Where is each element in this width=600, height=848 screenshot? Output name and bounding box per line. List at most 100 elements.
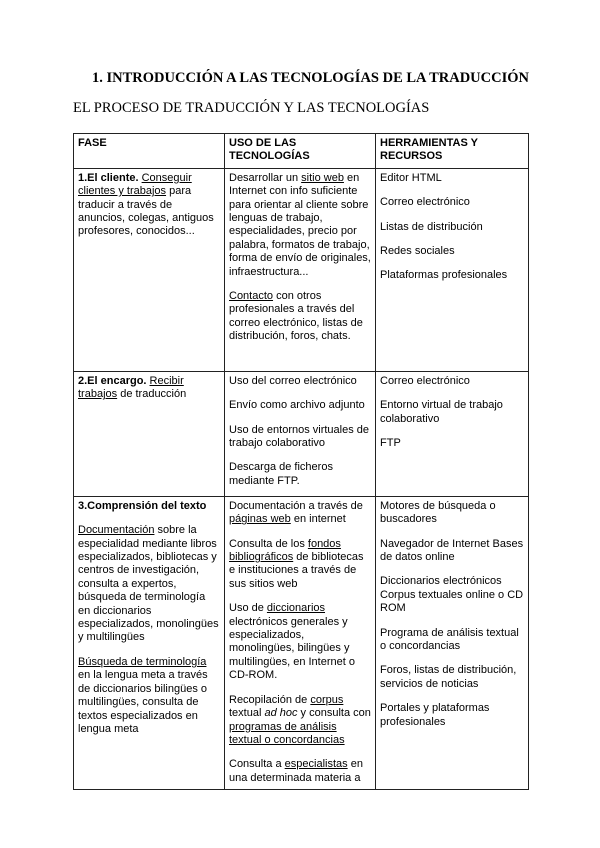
cell-paragraph: FTP xyxy=(380,437,524,450)
fase-cell: 1.El cliente. Conseguir clientes y traba… xyxy=(73,167,225,372)
cell-paragraph: 1.El cliente. Conseguir clientes y traba… xyxy=(78,172,220,239)
cell-paragraph: Correo electrónico xyxy=(380,196,524,209)
text-segment: Uso del correo electrónico xyxy=(229,374,357,387)
text-segment: en internet xyxy=(290,513,346,526)
cell-paragraph: Documentación sobre la especialidad medi… xyxy=(78,524,220,645)
text-segment: Uso de xyxy=(229,602,267,615)
cell-paragraph: Búsqueda de terminología en la lengua me… xyxy=(78,656,220,736)
text-segment: FTP xyxy=(380,437,401,450)
text-segment: electrónicos generales y especializados,… xyxy=(229,615,355,682)
cell-paragraph: Desarrollar un sitio web en Internet con… xyxy=(229,172,371,279)
uso-cell: Desarrollar un sitio web en Internet con… xyxy=(224,167,376,372)
underlined-term: Contacto xyxy=(229,290,274,303)
phase-label: 1.El cliente. xyxy=(78,171,142,184)
cell-paragraph: Editor HTML xyxy=(380,172,524,185)
text-segment: Foros, listas de distribución, servicios… xyxy=(380,664,517,690)
underlined-term: Búsqueda de terminología xyxy=(78,655,207,668)
text-segment: Listas de distribución xyxy=(380,220,483,233)
document-subtitle: EL PROCESO DE TRADUCCIÓN Y LAS TECNOLOGÍ… xyxy=(73,100,430,116)
phase-label: 2.El encargo. xyxy=(78,374,150,387)
cell-paragraph: Recopilación de corpus textual ad hoc y … xyxy=(229,694,371,748)
cell-paragraph: Redes sociales xyxy=(380,245,524,258)
text-segment: de traducción xyxy=(117,388,187,401)
text-segment: Navegador de Internet Bases de datos onl… xyxy=(380,537,524,564)
underlined-term: Documentación xyxy=(78,524,155,537)
cell-paragraph: Foros, listas de distribución, servicios… xyxy=(380,664,524,691)
text-segment: textual xyxy=(229,707,265,720)
text-segment: en una determinada materia a xyxy=(229,758,363,784)
text-segment: Editor HTML xyxy=(380,171,442,184)
underlined-term: especialistas xyxy=(284,758,348,771)
cell-paragraph: Consulta a especialistas en una determin… xyxy=(229,758,371,785)
underlined-term: fondos bibliográficos xyxy=(229,537,341,564)
cell-paragraph: Consulta de los fondos bibliográficos de… xyxy=(229,538,371,592)
header-fase: FASE xyxy=(73,133,225,169)
underlined-term: programas de análisis textual o concorda… xyxy=(229,720,345,746)
cell-paragraph: Listas de distribución xyxy=(380,221,524,234)
text-segment: en la lengua meta a través de diccionari… xyxy=(78,669,208,735)
cell-paragraph: Descarga de ficheros mediante FTP. xyxy=(229,461,371,488)
cell-paragraph: Programa de análisis textual o concordan… xyxy=(380,627,524,654)
header-uso: USO DE LAS TECNOLOGÍAS xyxy=(224,133,376,169)
cell-paragraph: Uso de entornos virtuales de trabajo col… xyxy=(229,424,371,451)
cell-paragraph: Uso de diccionarios electrónicos general… xyxy=(229,602,371,682)
text-segment: de bibliotecas e instituciones a través … xyxy=(229,551,364,590)
text-segment: en Internet con info suficiente para ori… xyxy=(229,171,371,278)
cell-paragraph: Navegador de Internet Bases de datos onl… xyxy=(380,538,524,565)
cell-paragraph: Plataformas profesionales xyxy=(380,269,524,282)
uso-cell: Documentación a través de páginas web en… xyxy=(224,495,376,791)
process-table: FASE USO DE LAS TECNOLOGÍAS HERRAMIENTAS… xyxy=(73,133,529,791)
header-herramientas: HERRAMIENTAS Y RECURSOS xyxy=(375,133,529,169)
cell-paragraph: Correo electrónico xyxy=(380,375,524,388)
uso-cell: Uso del correo electrónico Envío como arc… xyxy=(224,370,376,497)
text-segment: Descarga de ficheros mediante FTP. xyxy=(229,461,333,487)
underlined-term: corpus xyxy=(310,693,344,706)
text-segment: Diccionarios electrónicos Corpus textual… xyxy=(380,575,524,615)
phase-label: 3.Comprensión del texto xyxy=(78,499,207,512)
text-segment: Uso de entornos virtuales de trabajo col… xyxy=(229,423,370,450)
text-segment: Programa de análisis textual o concordan… xyxy=(380,626,519,653)
text-segment: Consulta de los xyxy=(229,537,308,550)
cell-paragraph: Entorno virtual de trabajo colaborativo xyxy=(380,399,524,426)
fase-cell: 3.Comprensión del texto Documentación sob… xyxy=(73,495,225,791)
text-segment: Correo electrónico xyxy=(380,196,470,209)
table-row: 1.El cliente. Conseguir clientes y traba… xyxy=(73,167,529,372)
text-segment: ad hoc xyxy=(264,707,298,720)
text-segment: Redes sociales xyxy=(380,245,455,258)
herramientas-cell: Correo electrónico Entorno virtual de tra… xyxy=(375,370,529,497)
text-segment: y consulta con xyxy=(297,707,371,720)
text-segment: Correo electrónico xyxy=(380,374,470,387)
cell-paragraph: Documentación a través de páginas web en… xyxy=(229,500,371,527)
text-segment: Entorno virtual de trabajo colaborativo xyxy=(380,399,503,425)
cell-paragraph: Contacto con otros profesionales a travé… xyxy=(229,290,371,344)
table-row: 2.El encargo. Recibir trabajos de traduc… xyxy=(73,370,529,497)
text-segment: para traducir a través de anuncios, cole… xyxy=(78,185,214,238)
text-segment: con otros profesionales a través del cor… xyxy=(229,290,363,343)
underlined-term: páginas web xyxy=(229,513,291,526)
table-header-row: FASE USO DE LAS TECNOLOGÍAS HERRAMIENTAS… xyxy=(73,133,529,169)
text-segment: Documentación a través de xyxy=(229,499,363,512)
underlined-term: Recibir trabajos xyxy=(78,374,184,401)
text-segment: Plataformas profesionales xyxy=(380,269,508,282)
document-title: 1. INTRODUCCIÓN A LAS TECNOLOGÍAS DE LA … xyxy=(92,70,529,86)
cell-paragraph: 2.El encargo. Recibir trabajos de traduc… xyxy=(78,375,220,402)
cell-paragraph: 3.Comprensión del texto xyxy=(78,500,220,513)
fase-cell: 2.El encargo. Recibir trabajos de traduc… xyxy=(73,370,225,497)
text-segment: Portales y plataformas profesionales xyxy=(380,702,490,728)
text-segment: Desarrollar un xyxy=(229,171,302,184)
text-segment: Recopilación de xyxy=(229,693,311,706)
cell-paragraph: Uso del correo electrónico xyxy=(229,375,371,388)
herramientas-cell: Editor HTML Correo electrónico Listas de d… xyxy=(375,167,529,372)
text-segment: sobre la especialidad mediante libros es… xyxy=(78,524,219,644)
cell-paragraph: Portales y plataformas profesionales xyxy=(380,702,524,729)
cell-paragraph: Motores de búsqueda o buscadores xyxy=(380,500,524,527)
text-segment: Consulta a xyxy=(229,758,285,771)
cell-paragraph: Envío como archivo adjunto xyxy=(229,399,371,412)
text-segment: Motores de búsqueda o buscadores xyxy=(380,499,496,526)
table-row: 3.Comprensión del texto Documentación sob… xyxy=(73,495,529,791)
underlined-term: diccionarios xyxy=(266,602,326,615)
cell-paragraph: Diccionarios electrónicos Corpus textual… xyxy=(380,575,524,615)
underlined-term: Conseguir clientes y trabajos xyxy=(78,171,192,198)
text-segment: Envío como archivo adjunto xyxy=(229,399,365,412)
underlined-term: sitio web xyxy=(301,171,344,184)
